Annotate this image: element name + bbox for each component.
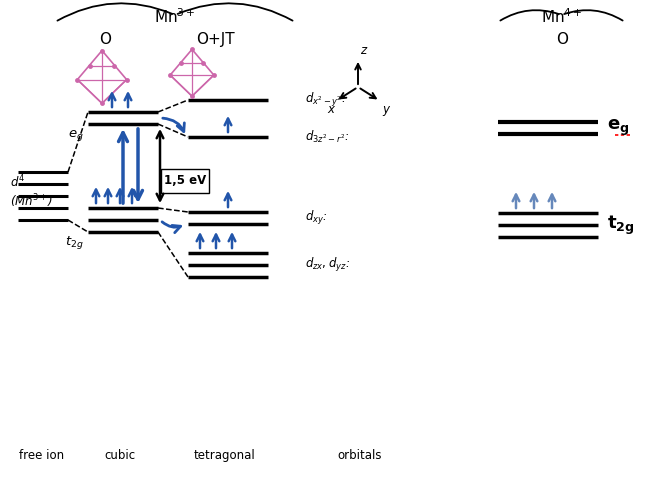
Text: x: x bbox=[327, 103, 334, 116]
Text: $d_{xy}$:: $d_{xy}$: bbox=[305, 209, 328, 227]
Text: O+JT: O+JT bbox=[196, 32, 234, 47]
Text: Mn$^{3+}$: Mn$^{3+}$ bbox=[154, 7, 196, 26]
Text: $d_{x^2-y^2}$:: $d_{x^2-y^2}$: bbox=[305, 91, 346, 109]
Text: $\mathbf{t_{2g}}$: $\mathbf{t_{2g}}$ bbox=[607, 214, 635, 237]
Text: $d_{3z^2-r^2}$:: $d_{3z^2-r^2}$: bbox=[305, 129, 350, 145]
Text: O: O bbox=[556, 32, 568, 47]
Text: O: O bbox=[99, 32, 111, 47]
Text: $d_{zx},d_{yz}$:: $d_{zx},d_{yz}$: bbox=[305, 256, 350, 274]
Text: z: z bbox=[360, 44, 366, 57]
Text: $d^{4}$
(Mn$^{3+}$): $d^{4}$ (Mn$^{3+}$) bbox=[10, 174, 54, 211]
Text: $e_g$: $e_g$ bbox=[68, 128, 84, 143]
Text: $\mathbf{e_g}$: $\mathbf{e_g}$ bbox=[607, 118, 630, 138]
FancyBboxPatch shape bbox=[161, 169, 209, 193]
Text: 1,5 eV: 1,5 eV bbox=[164, 175, 206, 187]
Text: Mn$^{4+}$: Mn$^{4+}$ bbox=[542, 7, 583, 26]
Text: cubic: cubic bbox=[105, 449, 136, 462]
Text: tetragonal: tetragonal bbox=[194, 449, 256, 462]
Text: y: y bbox=[382, 103, 389, 116]
Text: orbitals: orbitals bbox=[338, 449, 382, 462]
Text: free ion: free ion bbox=[19, 449, 65, 462]
Text: $t_{2g}$: $t_{2g}$ bbox=[66, 234, 84, 251]
